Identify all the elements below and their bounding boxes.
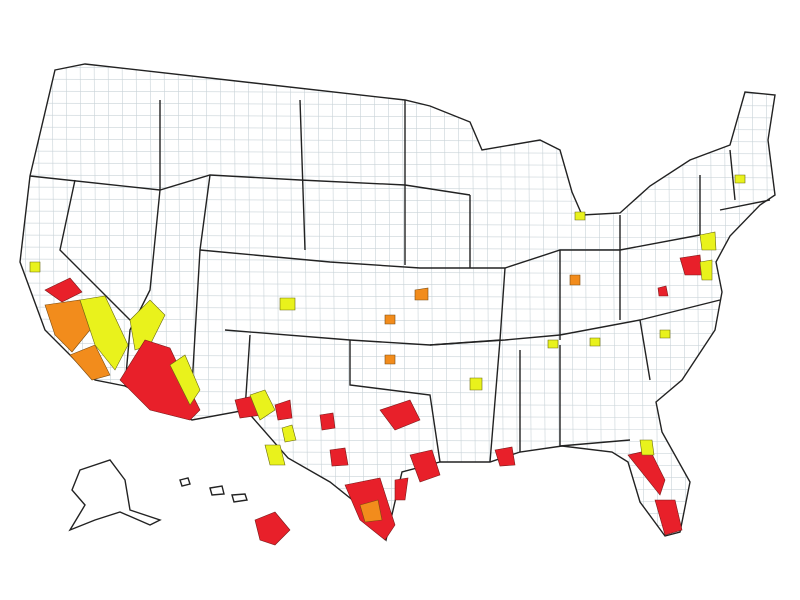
county-line bbox=[20, 270, 775, 275]
county-line bbox=[331, 64, 337, 540]
county-line bbox=[317, 64, 323, 540]
hawaii bbox=[179, 477, 291, 546]
county-line bbox=[20, 534, 775, 539]
county-line bbox=[387, 64, 393, 540]
county-line bbox=[20, 234, 775, 239]
county-line bbox=[373, 64, 379, 540]
county-line bbox=[20, 174, 775, 179]
county-line bbox=[723, 64, 729, 540]
county-line bbox=[0, 547, 800, 550]
county-line bbox=[345, 64, 351, 540]
alaska bbox=[68, 459, 162, 532]
county-line bbox=[20, 282, 775, 287]
county-line bbox=[20, 354, 775, 359]
county-line bbox=[359, 64, 365, 540]
state-borders bbox=[29, 99, 771, 463]
county-line bbox=[20, 210, 775, 215]
contiguous-us bbox=[0, 50, 800, 562]
county-line bbox=[0, 55, 800, 58]
county-line bbox=[0, 559, 800, 562]
county-line bbox=[20, 198, 775, 203]
county-line bbox=[20, 222, 775, 227]
county-line bbox=[10, 50, 14, 560]
county-line bbox=[20, 306, 775, 311]
county-line bbox=[20, 246, 775, 251]
county-line bbox=[20, 294, 775, 299]
county-line bbox=[20, 258, 775, 263]
county-line bbox=[23, 64, 29, 540]
county-line bbox=[780, 50, 784, 560]
county-line bbox=[20, 342, 775, 347]
highlighted-counties bbox=[29, 174, 746, 541]
